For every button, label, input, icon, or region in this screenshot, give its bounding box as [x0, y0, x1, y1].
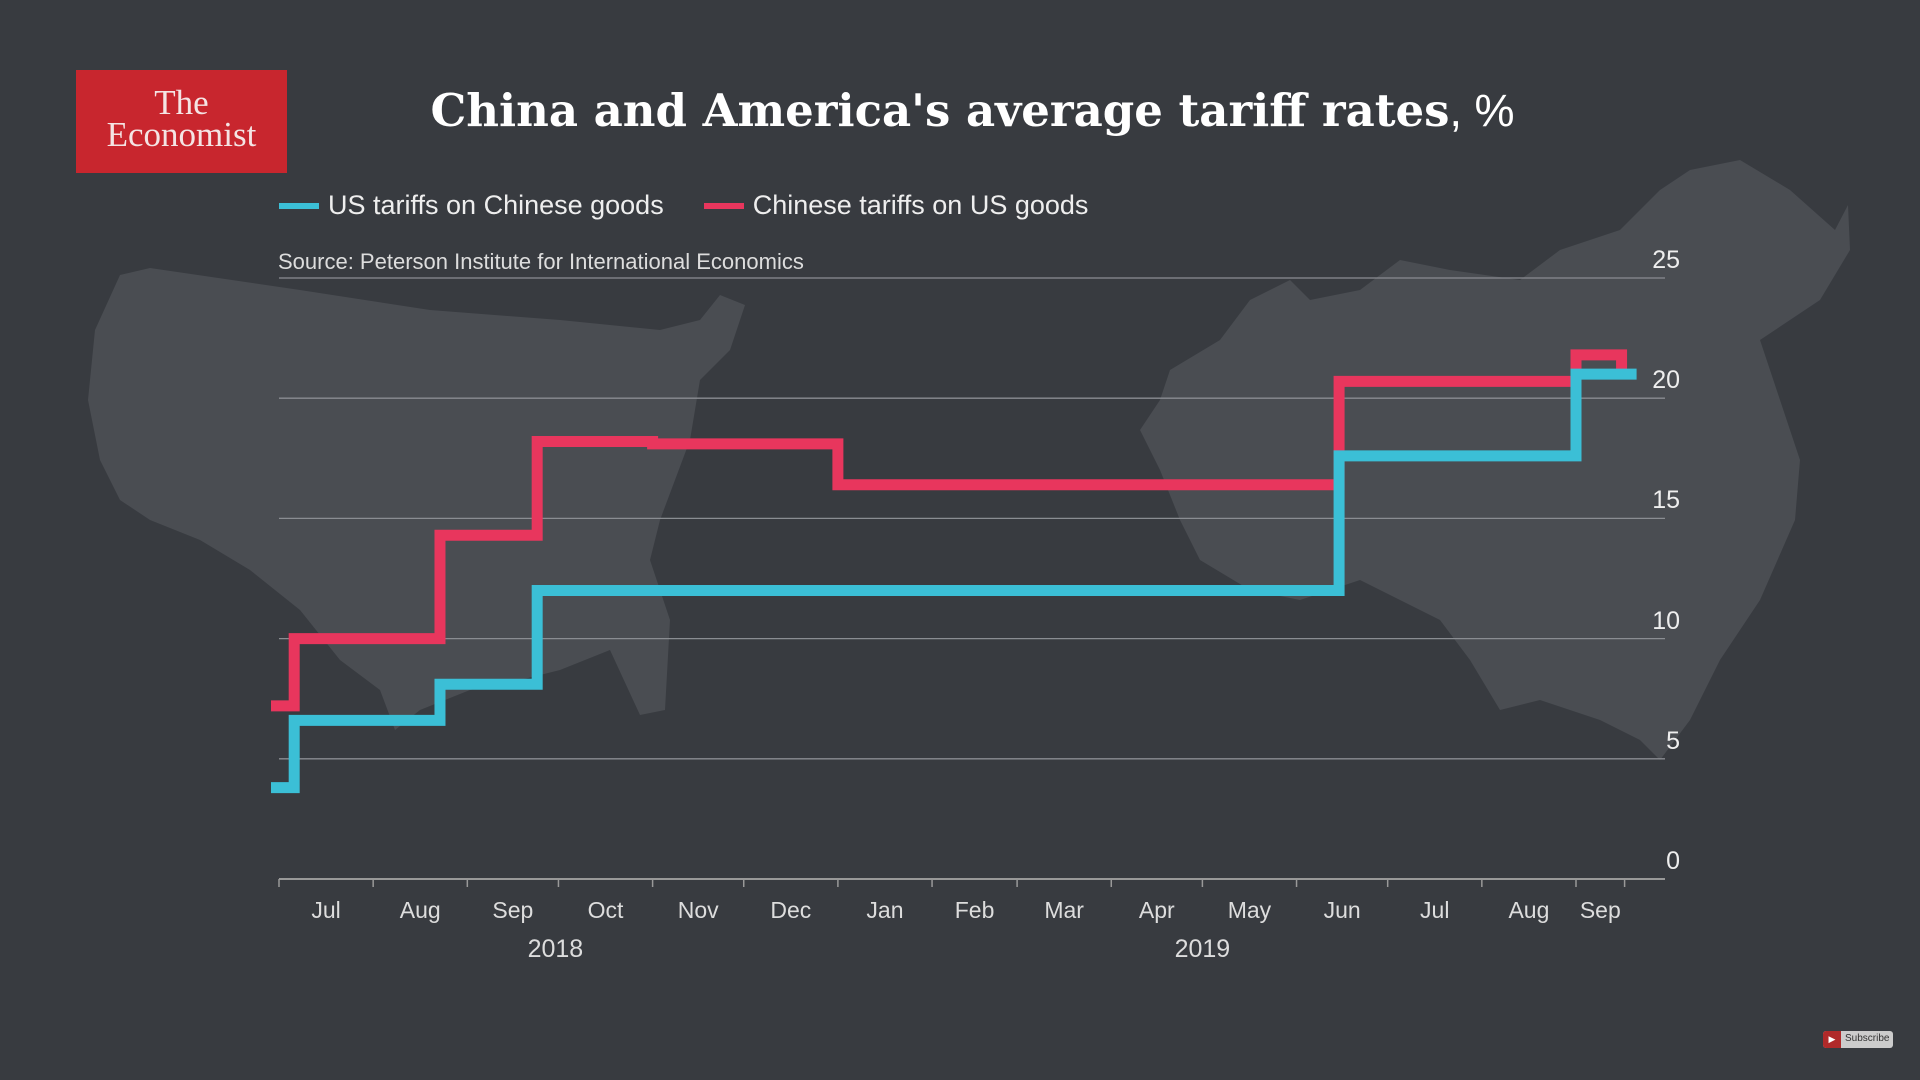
x-tick-label: Apr [1138, 897, 1175, 923]
y-tick-label: 15 [1652, 486, 1680, 515]
y-tick-label: 5 [1666, 726, 1680, 755]
y-tick-label: 10 [1652, 606, 1680, 635]
legend: US tariffs on Chinese goods Chinese tari… [279, 190, 1128, 221]
y-tick-label: 0 [1666, 847, 1680, 875]
title-text: China and America's average tariff rates [430, 84, 1450, 137]
x-tick-label: Jun [1323, 897, 1361, 923]
legend-swatch-china [703, 202, 744, 209]
x-tick-label: Sep [1579, 897, 1621, 923]
x-tick-label: Aug [399, 897, 441, 923]
year-label: 2018 [527, 935, 584, 963]
subscribe-button[interactable]: ▶ Subscribe [1823, 1031, 1893, 1048]
y-tick-label: 25 [1652, 246, 1680, 274]
x-tick-label: Jan [866, 897, 904, 923]
x-tick-label: Nov [677, 897, 719, 923]
x-tick-label: Dec [770, 897, 812, 923]
logo-line-1: The [154, 83, 209, 122]
youtube-play-icon: ▶ [1823, 1031, 1841, 1048]
legend-item-us: US tariffs on Chinese goods [279, 190, 664, 221]
legend-label-china: Chinese tariffs on US goods [752, 190, 1089, 220]
chart-title: China and America's average tariff rates… [0, 84, 1920, 137]
legend-item-china: Chinese tariffs on US goods [703, 190, 1089, 221]
source-note: Source: Peterson Institute for Internati… [278, 249, 804, 274]
year-label: 2019 [1174, 935, 1231, 963]
legend-label-us: US tariffs on Chinese goods [328, 190, 664, 220]
series-line-china-tariffs [271, 349, 1628, 712]
y-tick-label: 20 [1652, 366, 1680, 395]
series-line-us-tariffs [271, 368, 1637, 794]
x-tick-label: Jul [1420, 897, 1450, 923]
economist-logo: The Economist [76, 70, 287, 173]
legend-swatch-us [279, 202, 319, 209]
title-unit: , % [1449, 85, 1515, 136]
x-tick-label: May [1227, 897, 1272, 923]
x-tick-label: Aug [1508, 897, 1550, 923]
x-tick-label: Sep [492, 897, 534, 923]
x-tick-label: Jul [311, 897, 341, 923]
x-tick-label: Feb [954, 897, 995, 923]
subscribe-label: Subscribe [1845, 1033, 1890, 1044]
x-tick-label: Mar [1044, 897, 1084, 923]
us-map-silhouette [88, 268, 745, 730]
x-tick-label: Oct [587, 897, 624, 923]
logo-line-2: Economist [106, 115, 257, 154]
